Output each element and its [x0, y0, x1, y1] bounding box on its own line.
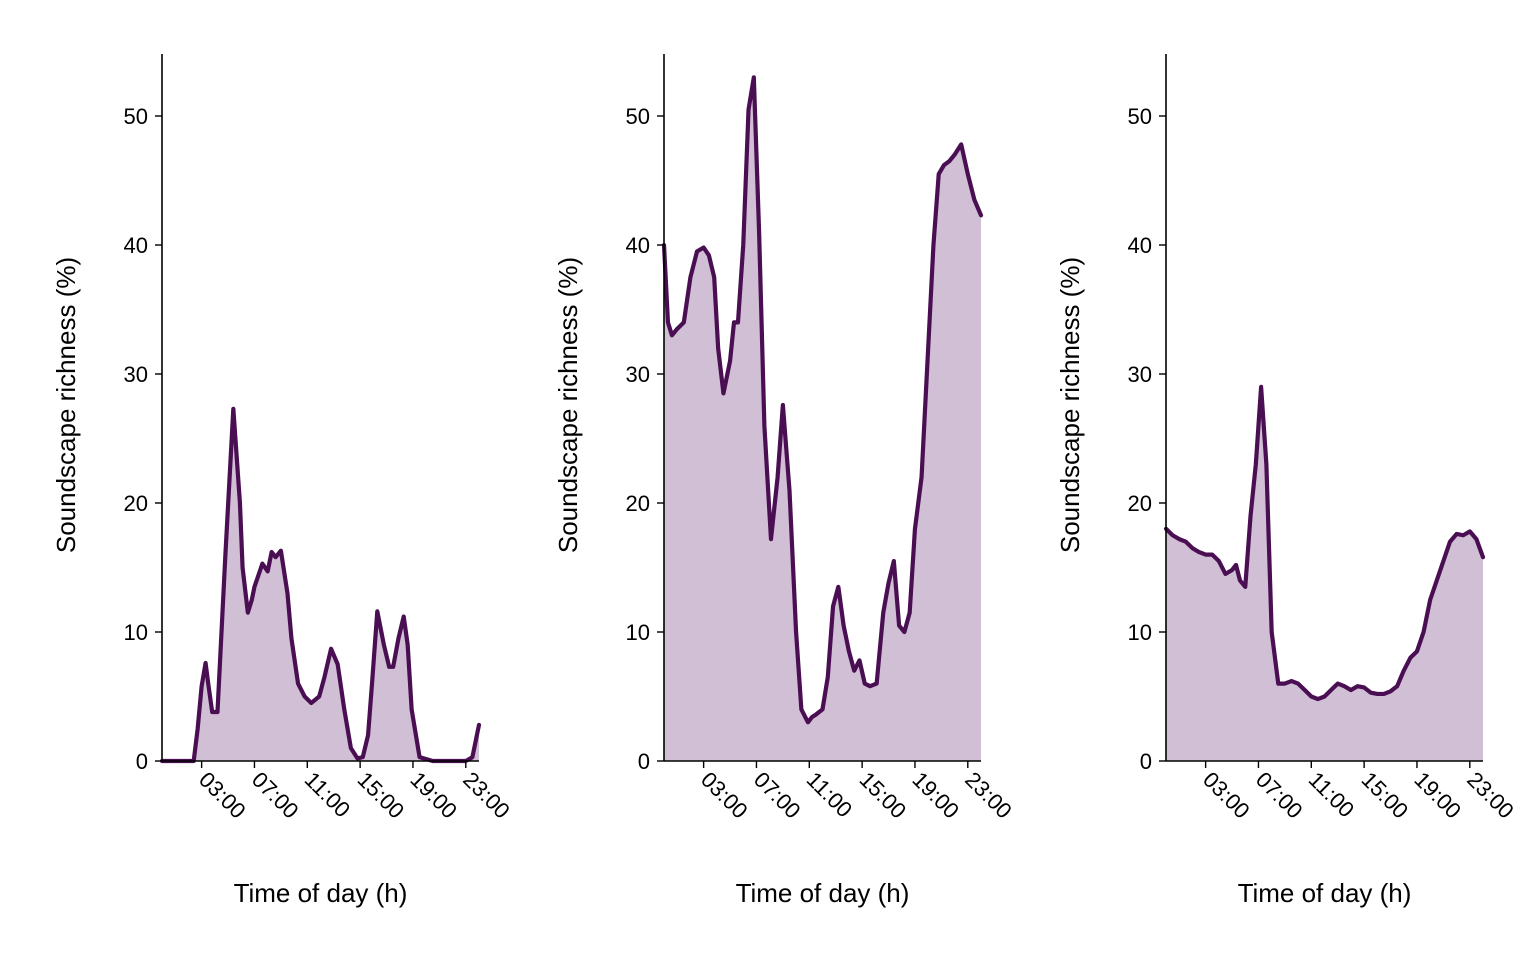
y-tick-label: 0: [136, 749, 148, 774]
y-axis-title: Soundscape richness (%): [51, 257, 81, 553]
x-tick-label: 15:00: [1357, 767, 1414, 824]
x-tick-label: 03:00: [696, 767, 753, 824]
x-tick-label: 07:00: [247, 767, 304, 824]
x-tick-label: 23:00: [1462, 767, 1519, 824]
y-tick-label: 20: [1128, 491, 1152, 516]
series-line: [159, 406, 482, 764]
y-tick-label: 30: [626, 362, 650, 387]
x-tick-label: 11:00: [300, 767, 355, 822]
x-tick-label: 11:00: [1304, 767, 1359, 822]
y-axis-title: Soundscape richness (%): [1055, 257, 1085, 553]
y-tick-label: 10: [626, 620, 650, 645]
x-tick-label: 15:00: [353, 767, 410, 824]
x-tick-label: 15:00: [855, 767, 912, 824]
x-tick-label: 03:00: [194, 767, 251, 824]
x-tick-label: 19:00: [405, 767, 462, 824]
x-tick-label: 03:00: [1198, 767, 1255, 824]
x-tick-label: 23:00: [960, 767, 1017, 824]
series-line: [661, 75, 984, 725]
y-tick-label: 50: [124, 104, 148, 129]
y-tick-label: 30: [1128, 362, 1152, 387]
panel-3: 0 10 20 30 40 50 03:0007:0011:0015:0019:0023:0…: [1055, 54, 1519, 908]
x-tick-label: 07:00: [749, 767, 806, 824]
y-tick-label: 20: [626, 491, 650, 516]
y-tick-label: 10: [124, 620, 148, 645]
x-axis-title: Time of day (h): [736, 878, 910, 908]
y-tick-label: 30: [124, 362, 148, 387]
x-axis-title: Time of day (h): [1238, 878, 1412, 908]
y-tick-label: 50: [1128, 104, 1152, 129]
x-tick-label: 07:00: [1251, 767, 1308, 824]
series-line: [1163, 384, 1486, 702]
y-tick-label: 40: [626, 233, 650, 258]
area-fill: [664, 77, 981, 762]
y-tick-label: 0: [638, 749, 650, 774]
area-fill: [162, 408, 479, 761]
y-tick-label: 50: [626, 104, 650, 129]
panel-1: 0 10 20 30 40 50 03:0007:0011:0015:0019:0023:0…: [51, 54, 515, 908]
x-tick-label: 19:00: [1409, 767, 1466, 824]
area-fill: [1166, 386, 1483, 761]
x-axis-title: Time of day (h): [234, 878, 408, 908]
y-tick-label: 10: [1128, 620, 1152, 645]
panel-2: 0 10 20 30 40 50 03:0007:0011:0015:0019:0023:0…: [553, 54, 1017, 908]
y-axis-title: Soundscape richness (%): [553, 257, 583, 553]
y-tick-label: 20: [124, 491, 148, 516]
x-tick-label: 23:00: [458, 767, 515, 824]
x-tick-label: 11:00: [802, 767, 857, 822]
y-tick-label: 40: [124, 233, 148, 258]
x-tick-label: 19:00: [907, 767, 964, 824]
y-tick-label: 0: [1140, 749, 1152, 774]
y-tick-label: 40: [1128, 233, 1152, 258]
